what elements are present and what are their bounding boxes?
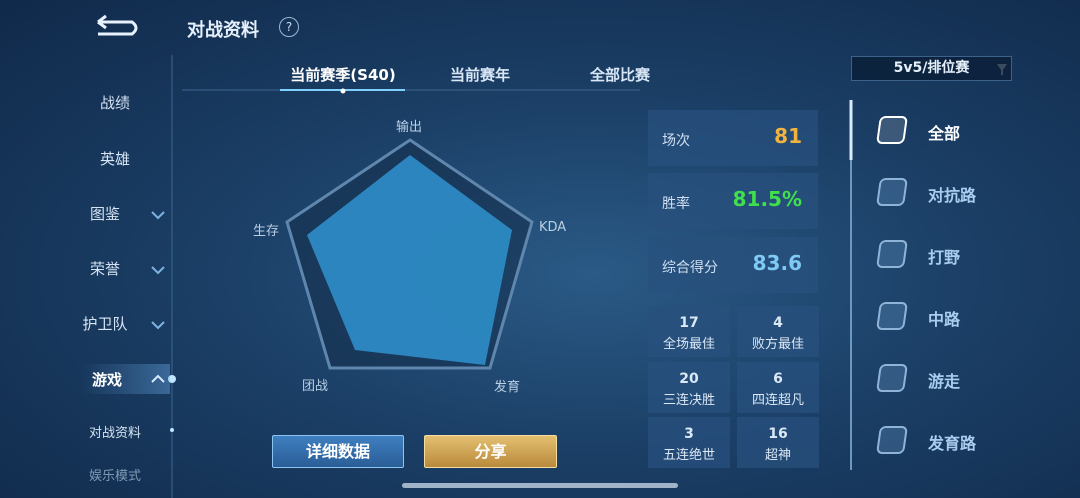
achievement: 16 超神: [737, 417, 819, 468]
role-tab[interactable]: 发育路: [870, 422, 1020, 462]
chevron: [151, 211, 165, 220]
nav-item[interactable]: 荣誉: [89, 260, 120, 278]
stat-box: 胜率 81.5%: [648, 173, 818, 229]
radar-label: 生存: [253, 224, 280, 239]
achievement-count: 3: [684, 426, 694, 442]
nav-item[interactable]: 英雄: [99, 150, 130, 168]
role-icon: [876, 240, 908, 268]
page-title: 对战资料: [187, 20, 259, 41]
role-label: 全部: [928, 124, 961, 143]
achievement-count: 20: [679, 371, 699, 387]
stat-value: 81: [774, 124, 802, 148]
achievement: 17 全场最佳: [648, 306, 730, 357]
stat-value: 83.6: [752, 251, 802, 275]
nav-item[interactable]: 图鉴: [89, 205, 120, 223]
chevron: [151, 266, 165, 275]
achievement: 3 五连绝世: [648, 417, 730, 468]
achievement-label: 超神: [764, 448, 791, 463]
role-tab[interactable]: 打野: [870, 236, 1020, 276]
stat-label: 综合得分: [662, 260, 718, 276]
radar-label: KDA: [539, 220, 567, 235]
stat-value: 81.5%: [732, 187, 802, 211]
stat-box: 综合得分 83.6: [648, 237, 818, 293]
role-tab[interactable]: 对抗路: [870, 174, 1020, 214]
mode-filter[interactable]: 5v5/排位赛: [851, 56, 1012, 81]
role-icon: [876, 178, 908, 206]
radar-label: 发育: [494, 380, 521, 395]
role-icon: [876, 426, 908, 454]
nav-highlight: [80, 364, 170, 394]
nav-item[interactable]: 游戏: [91, 371, 122, 389]
role-tab[interactable]: 全部: [870, 112, 1020, 152]
stat-label: 场次: [662, 133, 690, 149]
stat-box: 场次 81: [648, 110, 818, 166]
achievement-count: 4: [773, 315, 783, 331]
tab[interactable]: 当前赛年: [449, 66, 510, 84]
nav-item[interactable]: 娱乐模式: [88, 469, 141, 484]
achievement-label: 五连绝世: [662, 448, 715, 463]
detail-button[interactable]: 详细数据: [272, 435, 404, 468]
share-button[interactable]: 分享: [424, 435, 557, 468]
home-bar: [402, 483, 678, 488]
role-tab[interactable]: 游走: [870, 360, 1020, 400]
tab-dot: [340, 88, 346, 94]
role-label: 中路: [928, 310, 961, 329]
role-label: 打野: [928, 248, 961, 267]
achievement-label: 全场最佳: [662, 337, 715, 352]
role-icon: [876, 116, 908, 144]
role-label: 游走: [928, 372, 961, 391]
achievement-label: 败方最佳: [751, 337, 804, 352]
achievement-count: 16: [768, 426, 788, 442]
role-icon: [876, 302, 908, 330]
chevron: [151, 321, 165, 330]
chevron: [151, 374, 165, 383]
tab[interactable]: 全部比赛: [589, 66, 650, 84]
nav-dot: [170, 428, 174, 432]
nav-item[interactable]: 护卫队: [82, 315, 128, 333]
radar-label: 输出: [396, 120, 423, 135]
role-label: 对抗路: [928, 186, 977, 205]
achievement-label: 三连决胜: [662, 393, 715, 408]
achievement: 6 四连超凡: [737, 362, 819, 413]
back-icon[interactable]: [97, 14, 138, 36]
radar-shape: [307, 155, 512, 365]
help-icon[interactable]: ?: [279, 17, 299, 37]
role-tab[interactable]: 中路: [870, 298, 1020, 338]
role-icon: [876, 364, 908, 392]
achievement-label: 四连超凡: [751, 393, 804, 408]
nav-dot: [168, 375, 176, 383]
achievement-count: 17: [679, 315, 699, 331]
achievement: 20 三连决胜: [648, 362, 730, 413]
role-label: 发育路: [928, 434, 977, 453]
nav-item[interactable]: 战绩: [99, 94, 130, 112]
nav-item[interactable]: 对战资料: [88, 426, 141, 441]
stat-label: 胜率: [662, 196, 690, 212]
tab[interactable]: 当前赛季(S40): [290, 66, 396, 84]
achievement-count: 6: [773, 371, 783, 387]
radar-label: 团战: [302, 379, 329, 394]
achievement: 4 败方最佳: [737, 306, 819, 357]
